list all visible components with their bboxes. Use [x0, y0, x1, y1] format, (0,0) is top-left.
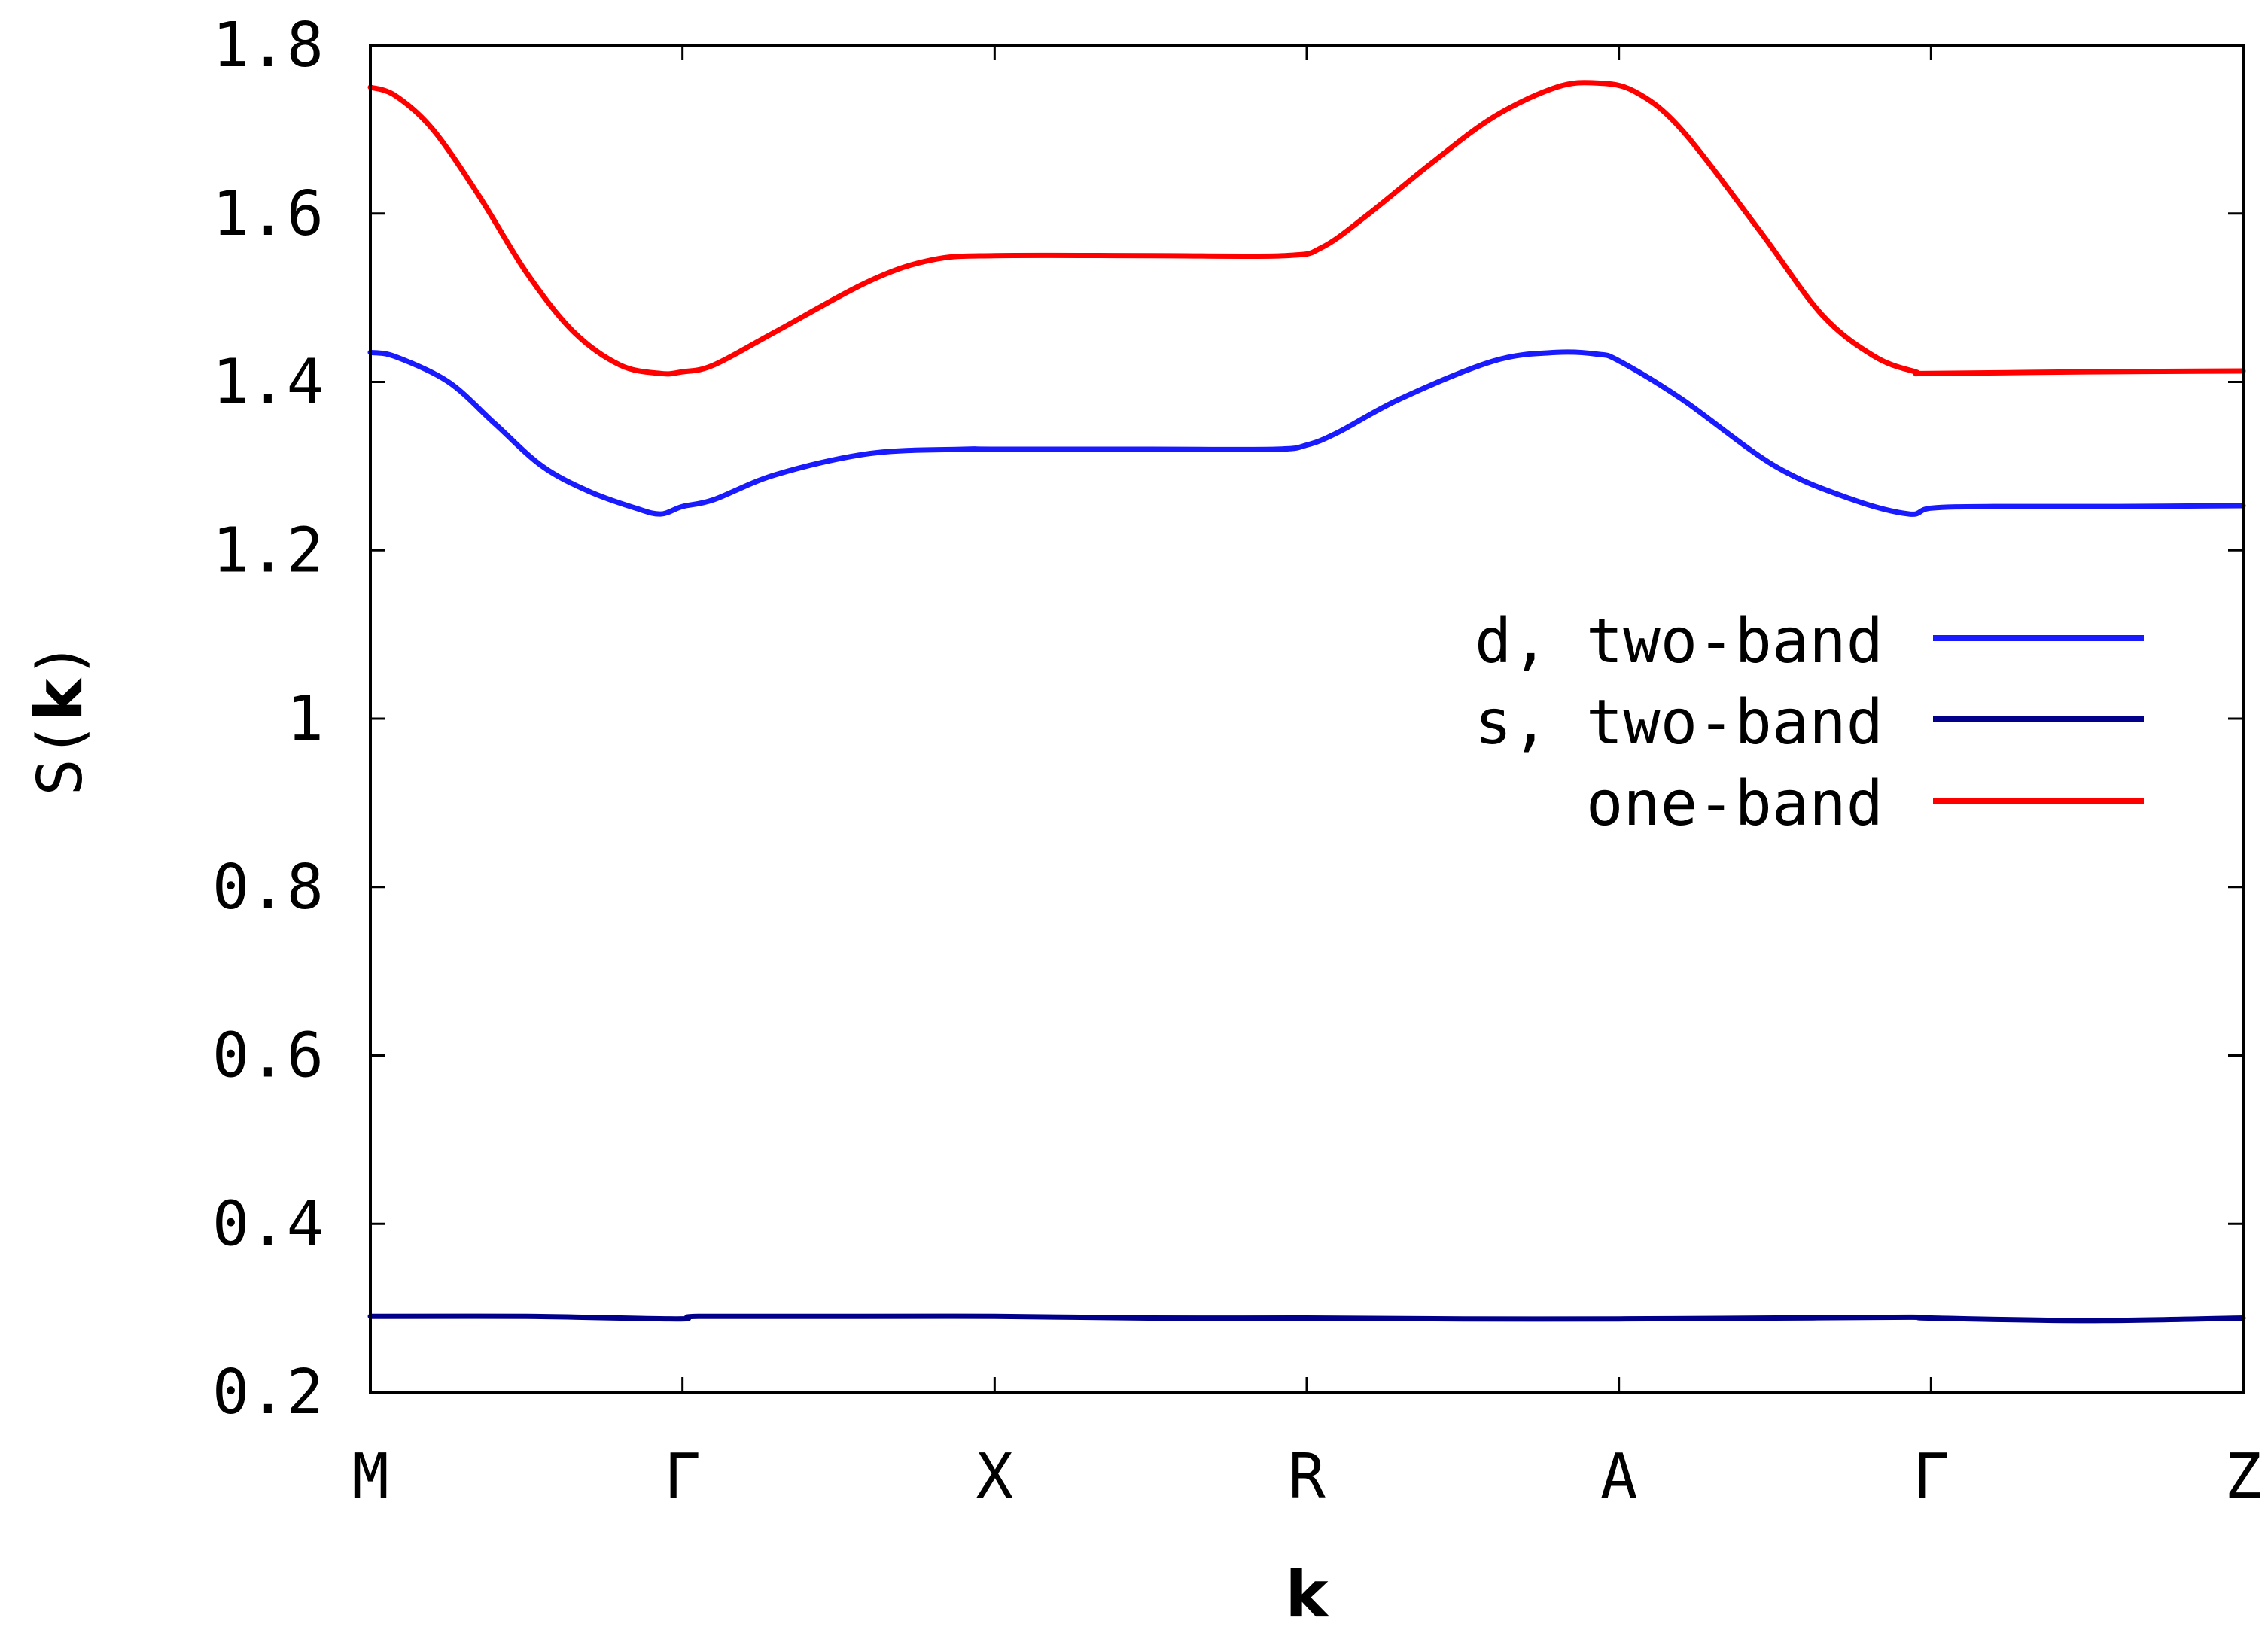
y-axis-title-bold-k: k — [22, 677, 97, 722]
y-tick-label: 1.2 — [212, 515, 324, 586]
series-lines — [367, 80, 2246, 1324]
y-tick-label: 1.6 — [212, 178, 324, 250]
y-axis-title-prefix: S — [25, 759, 96, 795]
y-tick-label: 0.8 — [212, 852, 324, 923]
x-tick-label: R — [1288, 1441, 1326, 1513]
x-tick-label: Γ — [1913, 1441, 1950, 1513]
y-axis-title-close-paren: ) — [25, 641, 96, 678]
y-tick-label: 1.4 — [212, 347, 324, 418]
series-line-d-two-band — [367, 349, 2246, 517]
x-axis-title: k — [1285, 1557, 1329, 1632]
tick-labels: 0.2 0.4 0.6 0.8 1 1.2 1.4 1.6 1.8 M Γ X R A Γ Z — [212, 10, 2262, 1513]
legend-label-one-band: one-band — [1586, 768, 1883, 840]
x-tick-label: M — [352, 1441, 388, 1513]
y-tick-label: 0.6 — [212, 1020, 324, 1092]
x-tick-label: Z — [2224, 1441, 2261, 1513]
y-axis-title-open-paren: ( — [25, 722, 96, 759]
legend: d, two-band s, two-band one-band — [1475, 606, 2144, 840]
x-tick-label: Γ — [664, 1441, 701, 1513]
series-line-one-band — [367, 80, 2246, 377]
x-tick-label: A — [1600, 1441, 1637, 1513]
y-tick-label: 0.2 — [212, 1357, 324, 1428]
y-tick-label: 1 — [287, 683, 324, 755]
series-line-s-two-band — [367, 1313, 2246, 1324]
legend-label-d-two-band: d, two-band — [1475, 606, 1883, 677]
y-tick-label: 0.4 — [212, 1188, 324, 1260]
legend-label-s-two-band: s, two-band — [1475, 687, 1883, 759]
plot-frame — [369, 44, 2245, 1394]
y-tick-label: 1.8 — [212, 10, 324, 81]
x-tick-label: X — [976, 1441, 1013, 1513]
y-axis-title: S(k) — [22, 641, 97, 795]
